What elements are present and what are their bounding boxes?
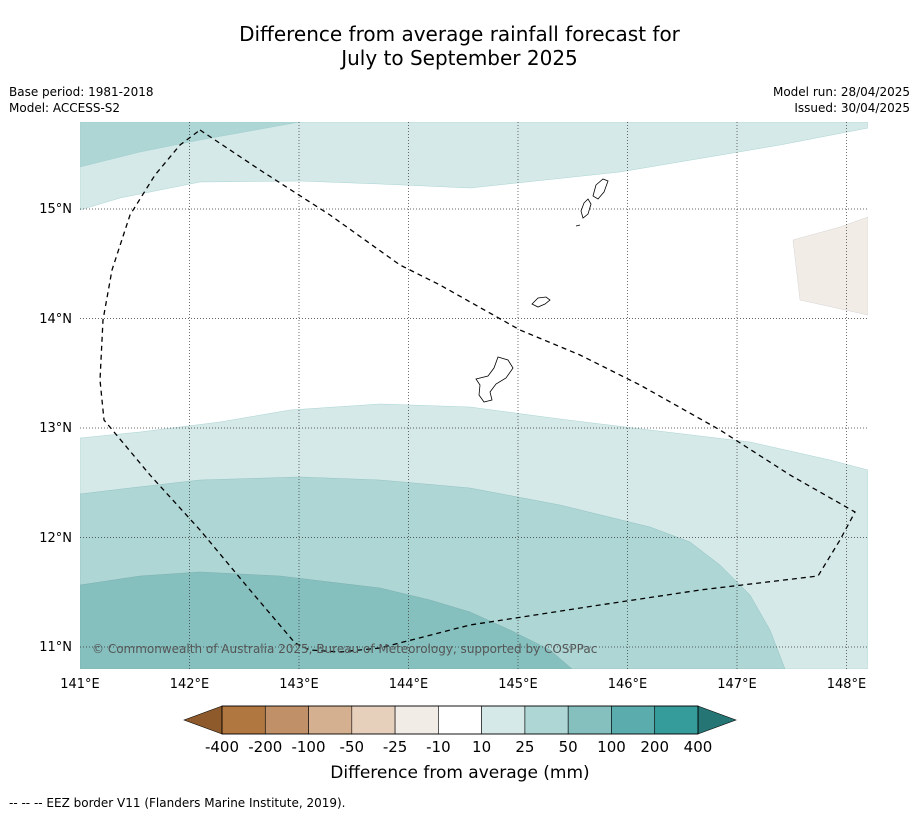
y-tick-label: 13°N <box>39 421 72 436</box>
copyright-text: © Commonwealth of Australia 2025, Bureau… <box>92 642 597 656</box>
tinian-island <box>580 198 592 219</box>
issued-date: Issued: 30/04/2025 <box>794 101 910 115</box>
colorbar-cell <box>394 705 439 735</box>
eez-border <box>99 129 856 653</box>
colorbar-extend-low <box>183 705 223 735</box>
x-tick-label: 147°E <box>717 677 757 692</box>
y-tick-label: 15°N <box>39 202 72 217</box>
graticule <box>80 122 868 669</box>
colorbar-label: 200 <box>640 738 669 756</box>
model-run: Model run: 28/04/2025 <box>772 85 910 99</box>
rota-island <box>531 296 551 308</box>
x-tick-label: 148°E <box>827 677 867 692</box>
title-line-2: July to September 2025 <box>341 46 578 70</box>
title-line-1: Difference from average rainfall forecas… <box>239 22 680 46</box>
aguijan-island <box>575 224 581 227</box>
colorbar-extend-high <box>697 705 737 735</box>
colorbar-cells <box>221 705 699 735</box>
colorbar-cell <box>221 705 266 735</box>
base-period: Base period: 1981-2018 <box>9 85 154 99</box>
map-panel: © Commonwealth of Australia 2025, Bureau… <box>80 122 868 669</box>
saipan-island <box>592 178 609 200</box>
colorbar-cell <box>308 705 353 735</box>
colorbar-label: 400 <box>684 738 713 756</box>
colorbar-cell <box>611 705 656 735</box>
y-tick-label: 14°N <box>39 312 72 327</box>
map-title: Difference from average rainfall forecas… <box>0 22 919 70</box>
colorbar-cell <box>481 705 526 735</box>
colorbar-label: -100 <box>291 738 325 756</box>
colorbar-cell <box>567 705 612 735</box>
footer-note: -- -- -- EEZ border V11 (Flanders Marine… <box>9 796 346 810</box>
x-tick-label: 145°E <box>498 677 538 692</box>
islands <box>475 178 609 403</box>
band-50-100-south <box>80 571 573 669</box>
colorbar-frame <box>221 705 699 735</box>
band-25-50-north <box>80 122 301 168</box>
colorbar-label: 100 <box>597 738 626 756</box>
band-minus10-minus25-east <box>792 216 868 316</box>
colorbar: -400 -200 -100 -50 -25 -10 10 25 50 100 … <box>183 705 737 783</box>
y-tick-label: 12°N <box>39 531 72 546</box>
colorbar-label: -50 <box>340 738 365 756</box>
colorbar-label: -25 <box>383 738 408 756</box>
colorbar-cell <box>264 705 309 735</box>
colorbar-label: 25 <box>515 738 534 756</box>
band-10-25-north <box>80 122 868 211</box>
colorbar-label: -400 <box>205 738 239 756</box>
x-axis-ticks: 141°E 142°E 143°E 144°E 145°E 146°E 147°… <box>60 677 866 692</box>
colorbar-cell <box>524 705 569 735</box>
colorbar-cell <box>438 705 482 735</box>
colorbar-label: -10 <box>426 738 451 756</box>
x-tick-label: 144°E <box>389 677 429 692</box>
guam-island <box>475 356 514 403</box>
y-axis-ticks: 15°N 14°N 13°N 12°N 11°N <box>39 202 72 655</box>
x-tick-label: 141°E <box>60 677 100 692</box>
meta-right: Model run: 28/04/2025 Issued: 30/04/2025 <box>773 84 910 116</box>
x-tick-label: 143°E <box>279 677 319 692</box>
colorbar-label: -200 <box>248 738 282 756</box>
colorbar-label: 10 <box>472 738 491 756</box>
colorbar-cell <box>654 705 699 735</box>
model-name: Model: ACCESS-S2 <box>9 101 121 115</box>
colorbar-title: Difference from average (mm) <box>330 763 589 783</box>
y-tick-label: 11°N <box>39 640 72 655</box>
colorbar-cell <box>351 705 396 735</box>
colorbar-label: 50 <box>559 738 578 756</box>
colorbar-labels: -400 -200 -100 -50 -25 -10 10 25 50 100 … <box>205 738 712 756</box>
x-tick-label: 142°E <box>170 677 210 692</box>
meta-left: Base period: 1981-2018 Model: ACCESS-S2 <box>9 84 154 116</box>
x-tick-label: 146°E <box>608 677 648 692</box>
